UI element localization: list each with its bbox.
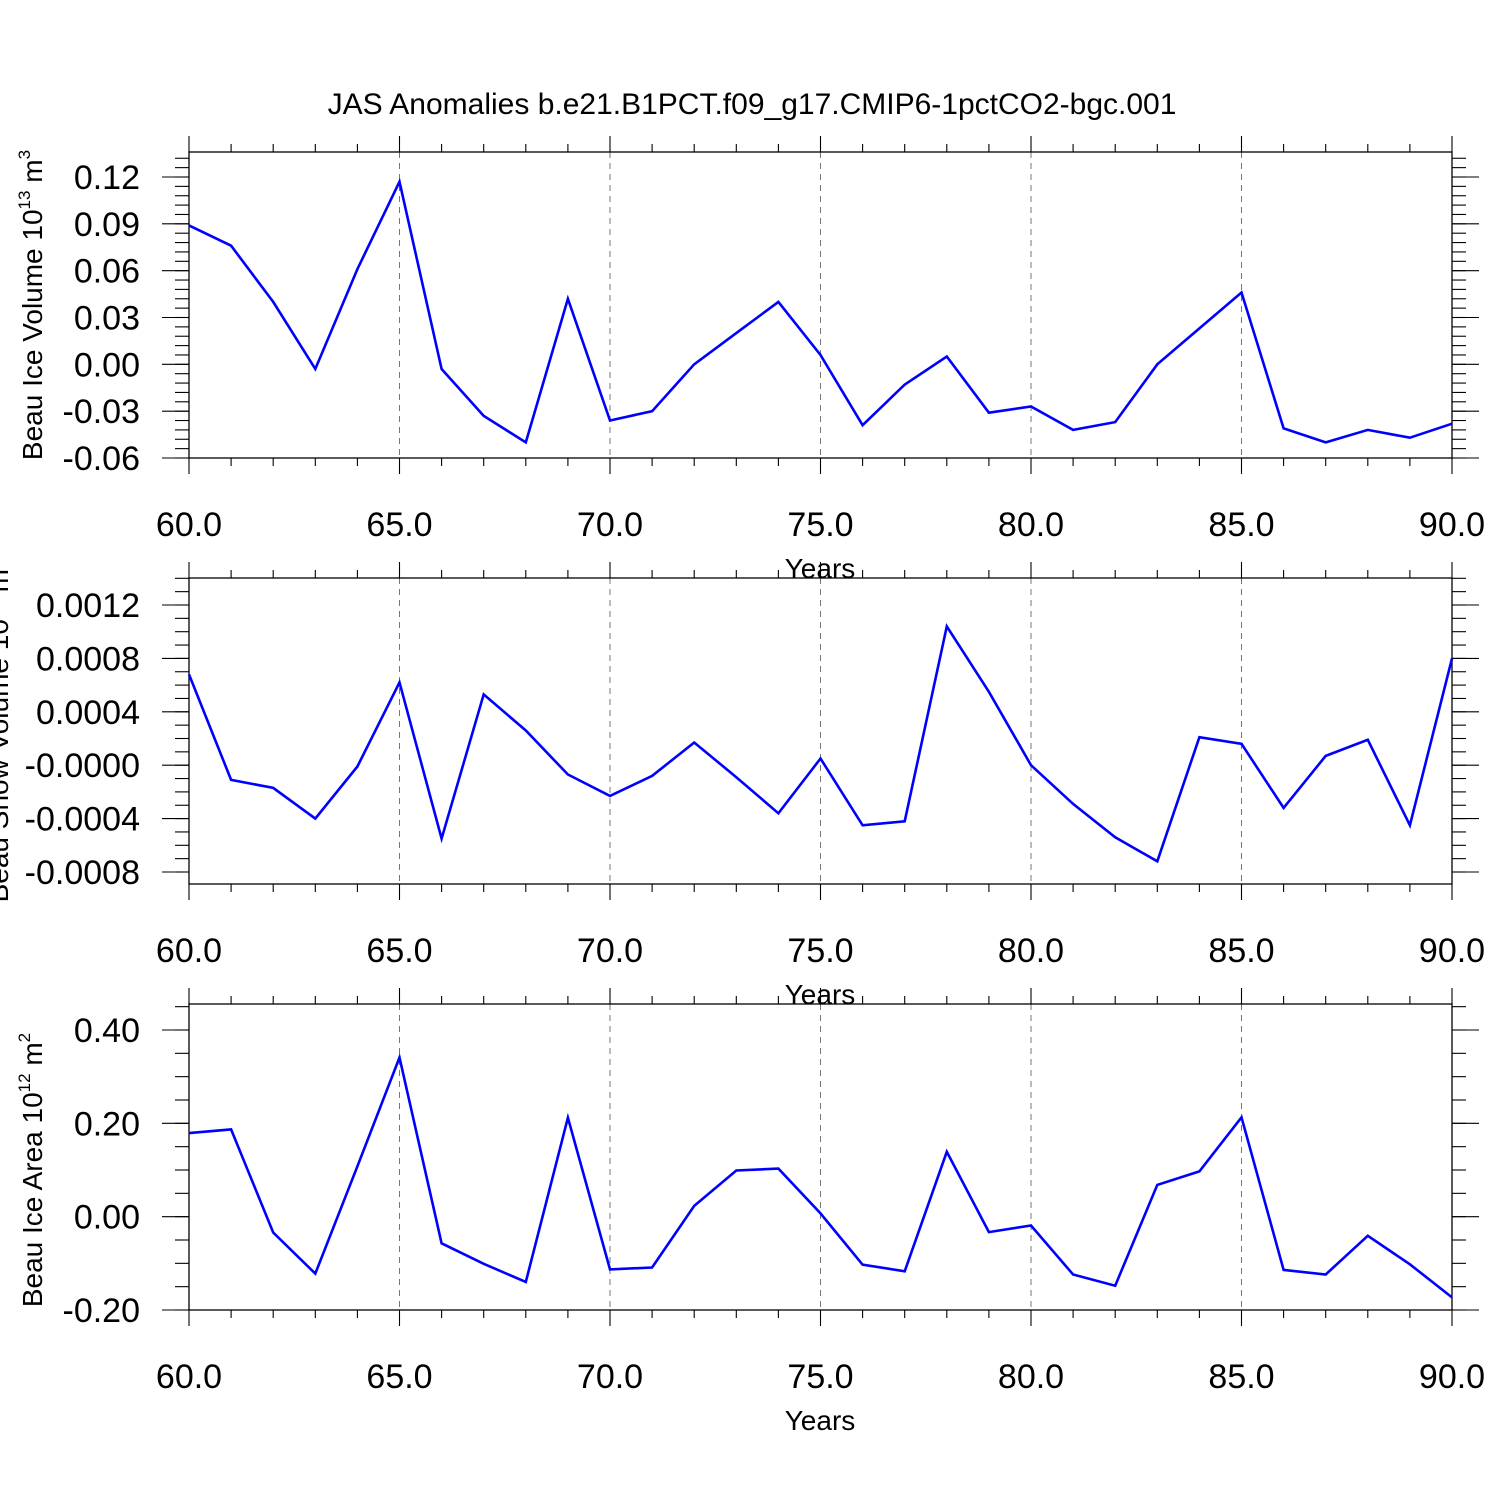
y-tick-label: -0.0004: [25, 801, 140, 839]
x-tick-label: 60.0: [156, 506, 222, 544]
y-tick-label: -0.0008: [25, 854, 140, 892]
y-tick-label: 0.40: [74, 1012, 140, 1050]
x-tick-label: 85.0: [1208, 506, 1274, 544]
y-axis-title: Beau Ice Area 1012 m2: [15, 1033, 48, 1307]
x-tick-label: 60.0: [156, 932, 222, 970]
y-tick-label: -0.20: [63, 1292, 141, 1330]
x-tick-label: 80.0: [998, 932, 1064, 970]
x-tick-label: 80.0: [998, 1358, 1064, 1396]
x-tick-label: 75.0: [787, 932, 853, 970]
x-tick-label: 90.0: [1419, 932, 1485, 970]
y-tick-label: 0.09: [74, 206, 140, 244]
x-tick-label: 70.0: [577, 506, 643, 544]
figure-title: JAS Anomalies b.e21.B1PCT.f09_g17.CMIP6-…: [328, 88, 1177, 121]
y-tick-label: 0.03: [74, 300, 140, 338]
x-tick-label: 85.0: [1208, 1358, 1274, 1396]
snow-volume-series-line: [187, 623, 1454, 864]
x-tick-label: 90.0: [1419, 1358, 1485, 1396]
panel-ice-area: 60.0 65.0 70.0 75.0 80.0 85.0 90.0 0.40 0.20 0.00…: [15, 988, 1485, 1436]
x-tick-label: 75.0: [787, 1358, 853, 1396]
y-tick-label: 0.12: [74, 159, 140, 197]
panel-ice-volume: 60.0 65.0 70.0 75.0 80.0 85.0 90.0 0.12 0.09 0.06…: [15, 136, 1485, 584]
panel-snow-volume: 60.0 65.0 70.0 75.0 80.0 85.0 90.0 0.0012 0.0008…: [0, 560, 1485, 1010]
ice-area-series-line: [188, 1053, 1453, 1299]
x-axis-title: Years: [785, 1405, 856, 1436]
x-tick-label: 85.0: [1208, 932, 1274, 970]
y-tick-label: 0.06: [74, 253, 140, 291]
x-tick-label: 65.0: [366, 1358, 432, 1396]
y-tick-label: -0.06: [63, 440, 141, 478]
y-tick-label: -0.0000: [25, 747, 140, 785]
y-tick-label: -0.03: [63, 393, 141, 431]
y-tick-label: 0.00: [74, 346, 140, 384]
x-tick-label: 65.0: [366, 506, 432, 544]
y-tick-label: 0.0008: [36, 640, 140, 678]
y-tick-label: 0.0012: [36, 587, 140, 625]
x-tick-label: 90.0: [1419, 506, 1485, 544]
y-axis-title: Beau Snow Volume 1013 m3: [0, 560, 14, 903]
y-axis-title: Beau Ice Volume 1013 m3: [15, 150, 48, 460]
y-tick-label: 0.00: [74, 1199, 140, 1237]
x-tick-label: 70.0: [577, 1358, 643, 1396]
ice-volume-series-line: [188, 177, 1453, 445]
x-tick-label: 65.0: [366, 932, 432, 970]
x-tick-label: 60.0: [156, 1358, 222, 1396]
x-tick-label: 75.0: [787, 506, 853, 544]
y-tick-label: 0.0004: [36, 694, 140, 732]
x-tick-label: 70.0: [577, 932, 643, 970]
x-tick-label: 80.0: [998, 506, 1064, 544]
y-tick-label: 0.20: [74, 1105, 140, 1143]
